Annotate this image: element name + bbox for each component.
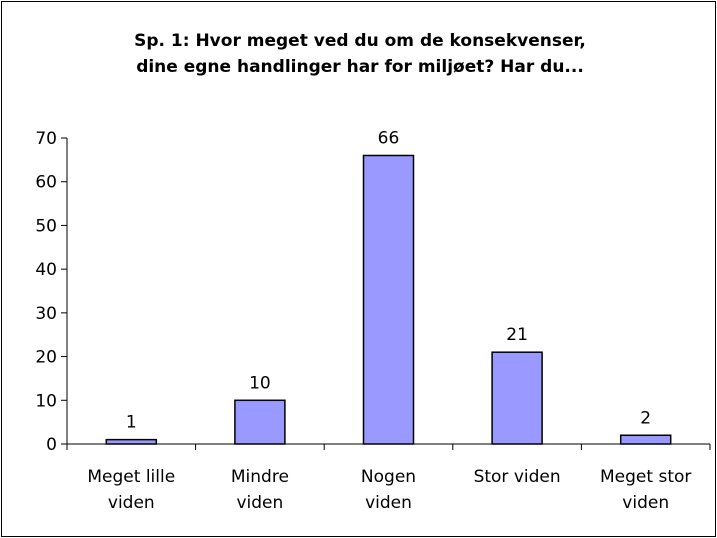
x-tick-label: Nogen viden [361,467,416,513]
data-label: 66 [378,128,400,148]
data-label: 2 [640,408,651,428]
y-tick-label: 40 [35,260,57,280]
data-label: 10 [249,373,271,393]
bar [619,434,672,445]
y-tick-label: 30 [35,304,57,324]
y-tick-label: 0 [46,435,57,455]
bar [491,351,543,445]
y-tick-label: 50 [35,216,57,236]
x-tick-label: Mindre viden [231,467,289,513]
y-tick-label: 70 [35,129,57,149]
y-tick-label: 10 [35,391,57,411]
x-tick-label: Stor viden [474,467,561,487]
bar [362,154,415,445]
data-label: 21 [506,325,528,345]
data-label: 1 [126,413,137,433]
bar [105,438,158,445]
y-tick-label: 20 [35,348,57,368]
x-tick-label: Meget lille viden [87,467,175,513]
x-tick-label: Meget stor viden [600,467,691,513]
chart-title: Sp. 1: Hvor meget ved du om de konsekven… [134,31,586,77]
bar [234,399,286,445]
y-tick-label: 60 [35,173,57,193]
